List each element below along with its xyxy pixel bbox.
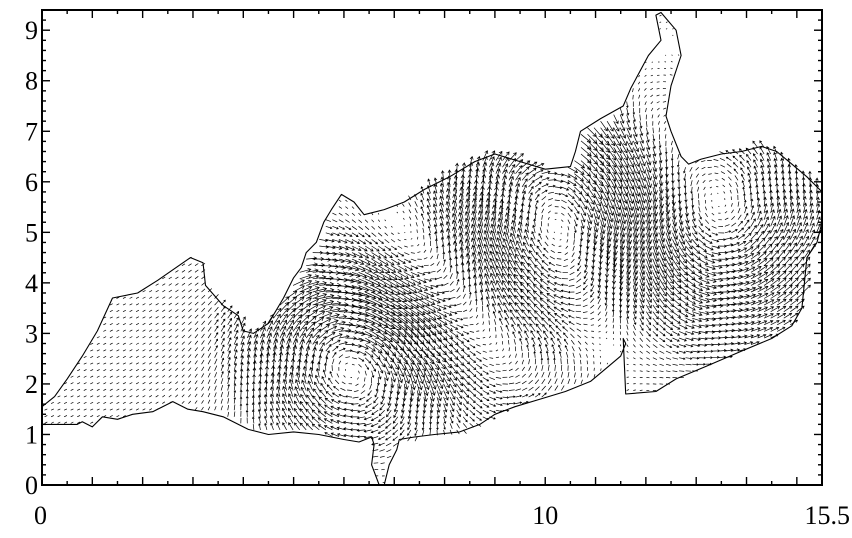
y-tick-label: 6 [25, 168, 38, 197]
y-tick-label: 3 [25, 319, 38, 348]
y-tick-label: 1 [25, 420, 38, 449]
x-tick-label: 10 [532, 501, 558, 530]
y-tick-label: 4 [25, 269, 38, 298]
vector-arrows [44, 14, 822, 483]
velocity-vectors [44, 14, 822, 483]
y-tick-label: 7 [25, 117, 38, 146]
plot-frame [41, 9, 823, 486]
y-tick-label: 5 [25, 218, 38, 247]
x-tick-label: 15.5 [805, 501, 851, 530]
x-axis-tick-labels: 0 10 15.5 [34, 501, 850, 530]
x-tick-label: 0 [34, 501, 47, 530]
y-tick-label: 0 [25, 471, 38, 500]
y-tick-label: 8 [25, 67, 38, 96]
y-tick-label: 9 [25, 16, 38, 45]
y-axis-tick-labels: 0 1 2 3 4 5 6 7 8 9 [25, 16, 38, 500]
coastline [41, 11, 823, 486]
y-tick-label: 2 [25, 370, 38, 399]
axis-ticks [41, 9, 823, 486]
